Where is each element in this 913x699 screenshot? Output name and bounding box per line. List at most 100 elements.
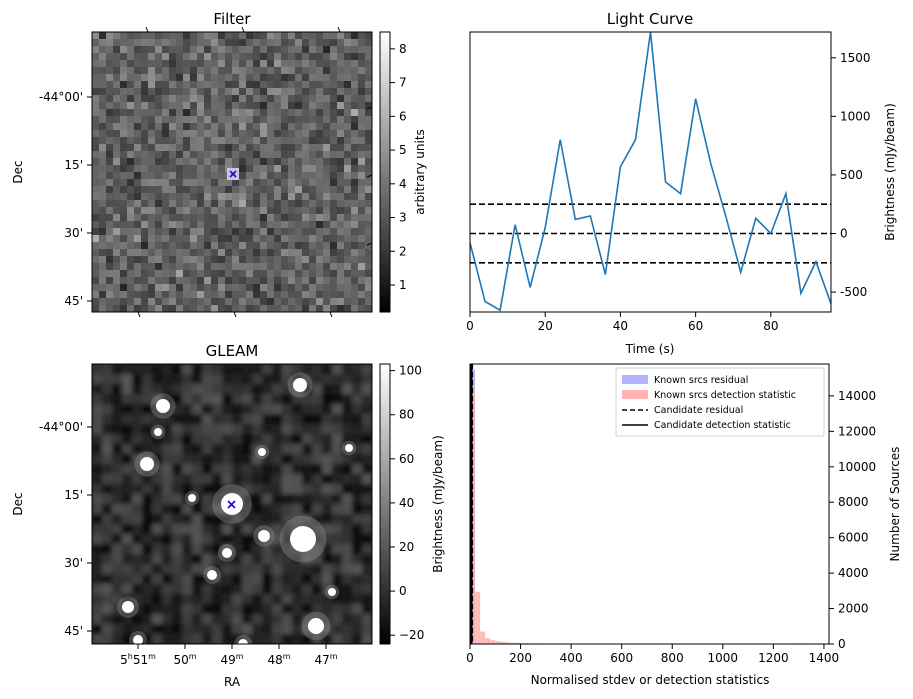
hist-bar (505, 642, 511, 644)
x-tick-label: 1400 (809, 651, 840, 665)
histogram-x-ticks: 0 200 400 600 800 1000 1200 1400 (466, 644, 839, 665)
gleam-panel: GLEAM -44°00' 15' 30' 45' 5h51m 50m 49m 48m 47m… (11, 342, 445, 689)
legend-known-residual: Known srcs residual (654, 375, 748, 386)
filter-frame (91, 31, 373, 313)
gleam-xlabel: RA (224, 675, 241, 689)
gleam-ylabel: Dec (11, 492, 25, 515)
gleam-title: GLEAM (206, 342, 259, 360)
ra-tick-label: 50m (173, 652, 196, 667)
y-tick-label: 1500 (840, 51, 871, 65)
x-tick-label: 1200 (758, 651, 789, 665)
lightcurve-frame (469, 31, 832, 313)
colorbar-tick-label: 1 (399, 278, 407, 292)
dec-tick-label: 30' (64, 556, 83, 570)
x-tick-label: 40 (613, 319, 628, 333)
filter-image (92, 32, 373, 313)
filter-ylabel: Dec (11, 160, 25, 183)
x-tick-label: 80 (763, 319, 778, 333)
dec-tick-label: 45' (64, 624, 83, 638)
ra-tick-label: 48m (267, 652, 290, 667)
dec-tick-right (366, 242, 373, 246)
y-tick-label: 10000 (838, 460, 876, 474)
dec-tick-label: 15' (64, 158, 83, 172)
filter-panel: Filter -44°00' 15' 30' 45' Dec 1 2 3 4 5 6 7 8 arb… (11, 10, 427, 318)
legend-candidate-detection: Candidate detection statistic (654, 420, 791, 431)
x-tick-label: 0 (466, 651, 474, 665)
x-tick-label: 60 (688, 319, 703, 333)
ra-tick (233, 311, 237, 318)
filter-colorbar (379, 31, 391, 313)
lightcurve-xlabel: Time (s) (625, 342, 675, 356)
colorbar-tick-label: 60 (399, 452, 414, 466)
hist-bar (495, 641, 501, 644)
colorbar-tick-label: 20 (399, 540, 414, 554)
y-tick-label: 4000 (838, 566, 869, 580)
lightcurve-panel: Light Curve 0 20 40 60 80 -500 0 500 1000 1500 T… (466, 10, 897, 356)
colorbar-tick-label: 40 (399, 496, 414, 510)
colorbar-tick-label: 6 (399, 109, 407, 123)
lightcurve-title: Light Curve (607, 10, 693, 28)
lightcurve-threshold-lines (470, 203, 831, 264)
hist-bar (490, 640, 496, 644)
legend-known-detection: Known srcs detection statistic (654, 390, 796, 401)
legend-swatch-detection (622, 390, 648, 399)
dec-tick-right (366, 174, 373, 178)
hist-bar (480, 631, 486, 644)
colorbar-tick-label: 3 (399, 211, 407, 225)
gleam-marker (227, 500, 236, 509)
x-tick-label: 1000 (708, 651, 739, 665)
y-tick-label: 8000 (838, 495, 869, 509)
y-tick-label: 0 (840, 227, 848, 241)
colorbar-tick-label: 2 (399, 244, 407, 258)
filter-y-ticks: -44°00' 15' 30' 45' (39, 90, 92, 308)
y-tick-label: 500 (840, 168, 863, 182)
y-tick-label: 12000 (838, 424, 876, 438)
colorbar-tick-label: 8 (399, 42, 407, 56)
dec-tick-label: -44°00' (39, 420, 83, 434)
filter-colorbar-label: arbitrary units (413, 129, 427, 215)
gleam-x-ticks: 5h51m 50m 49m 48m 47m (120, 644, 338, 667)
hist-bar (515, 642, 521, 644)
x-tick-label: 20 (538, 319, 553, 333)
legend-swatch-residual (622, 375, 648, 384)
hist-bar (475, 591, 481, 644)
y-tick-label: 1000 (840, 109, 871, 123)
y-tick-label: 2000 (838, 602, 869, 616)
histogram-legend: Known srcs residual Known srcs detection… (615, 367, 825, 437)
histogram-y-ticks: 0 2000 4000 6000 8000 10000 12000 14000 (829, 389, 876, 651)
histogram-xlabel: Normalised stdev or detection statistics (531, 673, 770, 687)
gleam-image (92, 364, 372, 644)
ra-tick (337, 26, 341, 33)
ra-tick (145, 26, 149, 33)
ra-tick (241, 26, 245, 33)
histogram-ylabel: Number of Sources (888, 447, 902, 562)
dec-tick-label: -44°00' (39, 90, 83, 104)
lightcurve-x-ticks: 0 20 40 60 80 (466, 312, 778, 333)
gleam-colorbar-ticks: −20 0 20 40 60 80 100 (390, 364, 424, 642)
colorbar-tick-label: 7 (399, 76, 407, 90)
ra-tick-label: 47m (314, 652, 337, 667)
gleam-colorbar (379, 363, 391, 645)
dec-tick-label: 45' (64, 294, 83, 308)
colorbar-tick-label: 0 (399, 584, 407, 598)
y-tick-label: 6000 (838, 531, 869, 545)
ra-tick (329, 311, 333, 318)
y-tick-label: 14000 (838, 389, 876, 403)
ra-tick-label: 5h51m (120, 652, 156, 667)
y-tick-label: -500 (840, 285, 867, 299)
lightcurve-series (470, 32, 831, 312)
colorbar-tick-label: 80 (399, 408, 414, 422)
filter-title: Filter (213, 10, 251, 28)
legend-candidate-residual: Candidate residual (654, 405, 743, 416)
hist-bar (510, 642, 516, 644)
lightcurve-y-ticks: -500 0 500 1000 1500 (831, 51, 871, 299)
histogram-frame (469, 363, 830, 645)
x-tick-label: 800 (661, 651, 684, 665)
x-tick-label: 600 (610, 651, 633, 665)
y-tick-label: 0 (838, 637, 846, 651)
dec-tick-label: 30' (64, 226, 83, 240)
colorbar-tick-label: 100 (399, 364, 422, 378)
colorbar-tick-label: −20 (399, 628, 424, 642)
x-tick-label: 0 (466, 319, 474, 333)
